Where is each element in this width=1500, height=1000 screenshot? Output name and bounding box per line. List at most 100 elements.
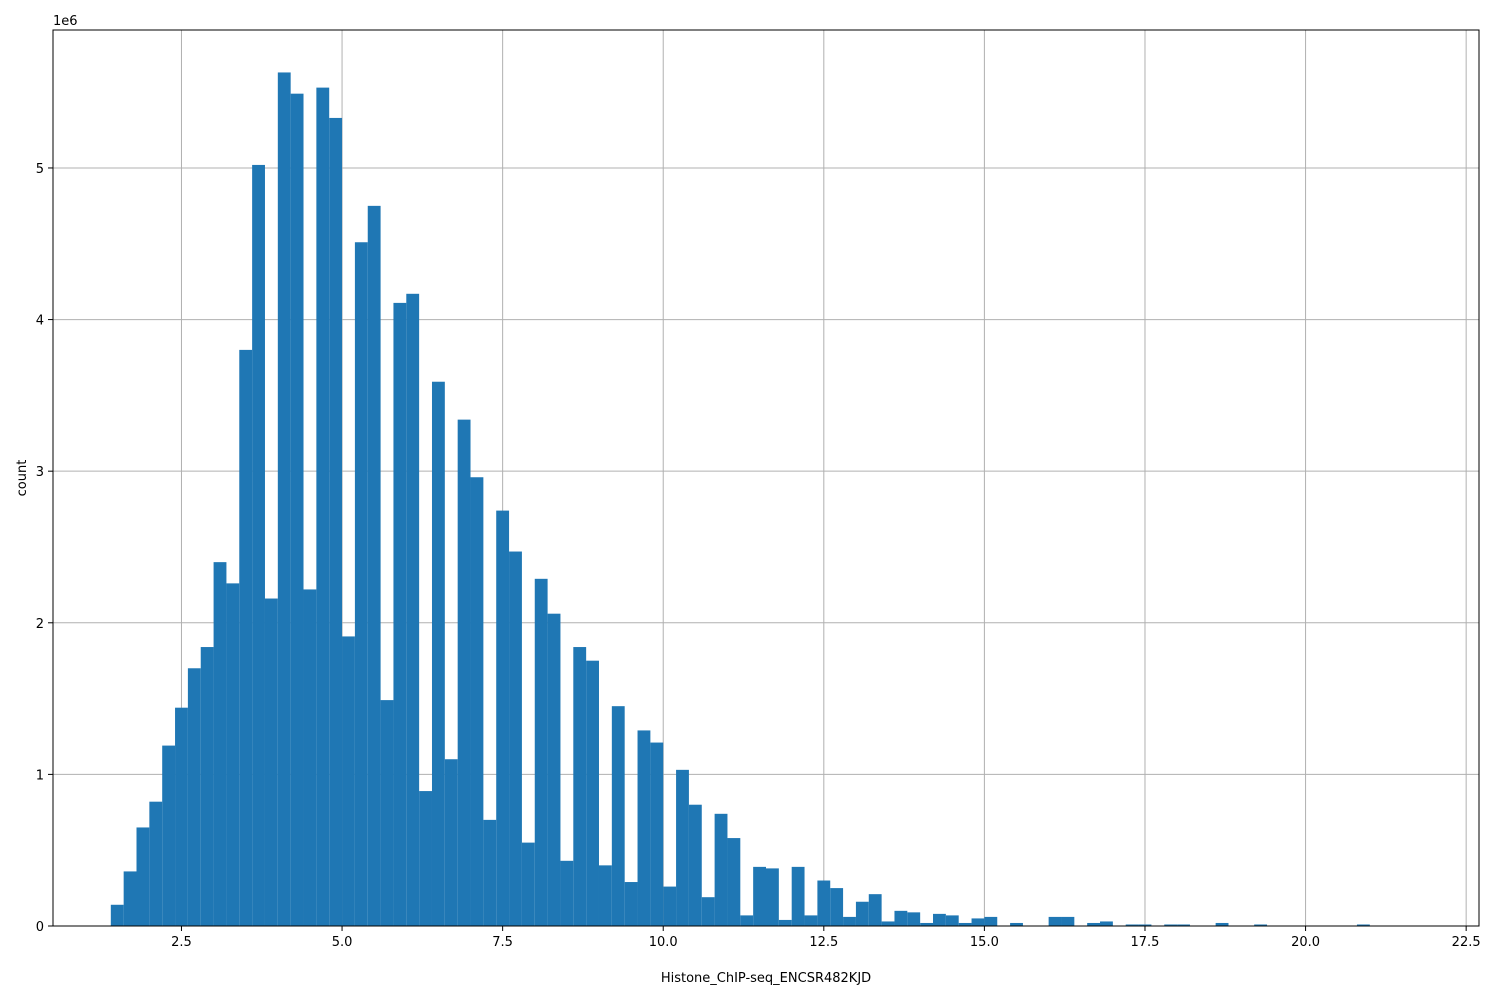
histogram-bar bbox=[881, 921, 895, 926]
histogram-bar bbox=[1164, 924, 1178, 926]
histogram-bar bbox=[110, 904, 124, 926]
y-tick-label: 3 bbox=[36, 465, 44, 480]
histogram-bar bbox=[971, 918, 985, 926]
histogram-bar bbox=[984, 916, 998, 926]
y-tick-label: 0 bbox=[36, 920, 44, 935]
histogram-bar bbox=[316, 87, 330, 926]
histogram-bar bbox=[611, 706, 625, 926]
histogram-bar bbox=[290, 93, 304, 927]
histogram-bar bbox=[406, 293, 420, 926]
x-tick-label: 5.0 bbox=[332, 935, 353, 950]
histogram-bar bbox=[817, 880, 831, 926]
histogram-bar bbox=[714, 813, 728, 926]
histogram-bar bbox=[547, 613, 561, 926]
histogram-bar bbox=[1100, 921, 1113, 926]
histogram-bar bbox=[586, 660, 599, 926]
x-axis-ticks: 2.5 5.0 7.5 10.0 12.5 15.0 17.5 20.0 22.5 bbox=[171, 926, 1481, 950]
histogram-bar bbox=[123, 871, 137, 926]
histogram-bar bbox=[637, 730, 651, 926]
histogram-bar bbox=[342, 636, 355, 926]
histogram-bar bbox=[740, 915, 754, 926]
y-tick-label: 5 bbox=[36, 162, 44, 177]
histogram-bar bbox=[200, 647, 214, 926]
histogram-bar bbox=[393, 302, 407, 926]
y-scale-label: 1e6 bbox=[53, 14, 78, 29]
histogram-bar bbox=[367, 205, 381, 927]
histogram-bar bbox=[663, 886, 677, 926]
histogram-bar bbox=[560, 860, 574, 926]
y-axis-label: count bbox=[15, 460, 30, 497]
histogram-bar bbox=[136, 827, 150, 926]
x-tick-label: 12.5 bbox=[809, 935, 838, 950]
histogram-bar bbox=[945, 915, 959, 926]
histogram-bar bbox=[894, 910, 908, 926]
histogram-bar bbox=[444, 759, 458, 926]
histogram-bar bbox=[753, 866, 766, 926]
histogram-bar bbox=[573, 647, 587, 926]
histogram-bar bbox=[354, 242, 368, 926]
histogram-bar bbox=[701, 897, 715, 926]
histogram-bar bbox=[688, 804, 702, 926]
histogram-bar bbox=[213, 562, 227, 926]
histogram-bar bbox=[419, 791, 432, 926]
histogram-bar bbox=[868, 894, 882, 926]
y-tick-label: 4 bbox=[36, 314, 44, 329]
histogram-bar bbox=[791, 866, 805, 926]
histogram-bar bbox=[431, 381, 445, 927]
histogram-bar bbox=[496, 510, 510, 926]
histogram-bar bbox=[457, 419, 471, 926]
histogram-bar bbox=[303, 589, 317, 926]
histogram-bar bbox=[920, 922, 934, 926]
histogram-bar bbox=[1215, 922, 1229, 926]
histogram-bar bbox=[855, 901, 869, 926]
histogram-bar bbox=[958, 922, 972, 926]
histogram-bar bbox=[329, 117, 343, 927]
histogram-bar bbox=[1087, 922, 1101, 926]
histogram-bar bbox=[149, 801, 163, 926]
histogram-bar bbox=[1177, 924, 1190, 926]
histogram-bar bbox=[534, 578, 548, 926]
histogram-bar bbox=[239, 349, 253, 926]
plot-frame bbox=[52, 29, 1480, 927]
histogram-bar bbox=[264, 598, 278, 926]
histogram-bar bbox=[804, 915, 818, 926]
x-tick-label: 17.5 bbox=[1131, 935, 1160, 950]
y-tick-label: 1 bbox=[36, 768, 44, 783]
histogram-bar bbox=[907, 912, 921, 926]
histogram-bar bbox=[1356, 924, 1370, 926]
histogram-bar bbox=[509, 551, 522, 926]
histogram-bar bbox=[521, 842, 535, 926]
histogram-bar bbox=[1138, 924, 1152, 926]
histogram-bar bbox=[830, 888, 844, 926]
histogram-bar bbox=[483, 819, 497, 926]
histogram-bar bbox=[598, 865, 612, 926]
histogram-bar bbox=[1254, 924, 1268, 926]
histogram-bar bbox=[843, 916, 856, 926]
histogram-bar bbox=[252, 164, 265, 926]
histogram-bar bbox=[1125, 924, 1139, 926]
histogram-bar bbox=[1010, 922, 1023, 926]
y-tick-label: 2 bbox=[36, 617, 44, 632]
x-tick-label: 10.0 bbox=[649, 935, 678, 950]
histogram-bar bbox=[380, 700, 394, 926]
histogram-bar bbox=[778, 919, 792, 926]
histogram-bar bbox=[470, 477, 484, 926]
y-axis-ticks: 0 1 2 3 4 5 bbox=[36, 162, 53, 935]
x-tick-label: 2.5 bbox=[171, 935, 192, 950]
x-tick-label: 22.5 bbox=[1452, 935, 1481, 950]
x-tick-label: 15.0 bbox=[970, 935, 999, 950]
histogram-bar bbox=[1061, 916, 1075, 926]
histogram-bar bbox=[175, 707, 188, 926]
histogram-bar bbox=[727, 838, 741, 926]
histogram-bar bbox=[277, 72, 291, 927]
histogram-bar bbox=[766, 868, 779, 926]
histogram-bar bbox=[933, 913, 946, 926]
histogram-bar bbox=[1048, 916, 1062, 926]
x-tick-label: 7.5 bbox=[492, 935, 513, 950]
histogram-bar bbox=[226, 583, 240, 926]
histogram-bar bbox=[162, 745, 176, 926]
histogram-bars bbox=[110, 72, 1370, 927]
histogram-bar bbox=[650, 742, 664, 926]
histogram-bar bbox=[624, 882, 638, 926]
